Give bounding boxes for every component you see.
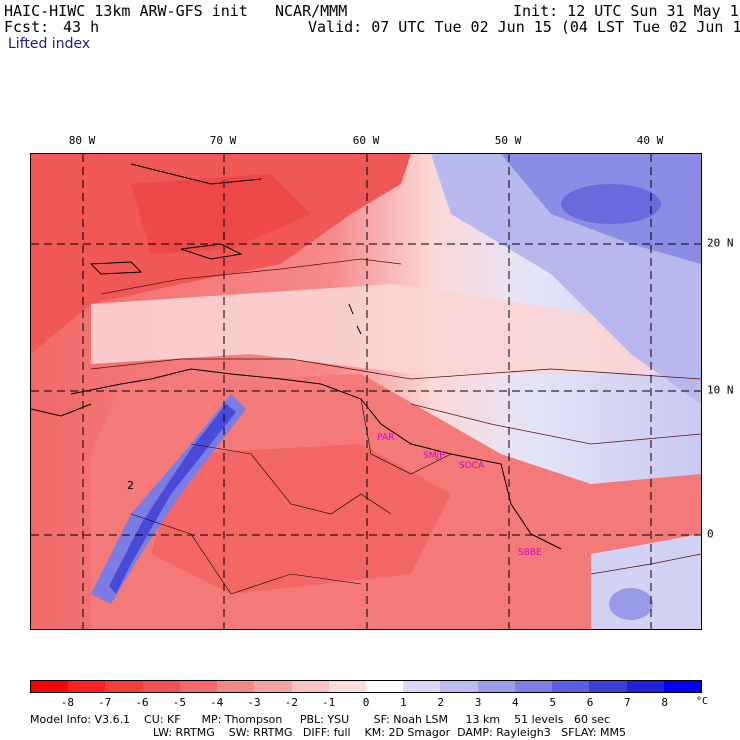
colorbar-swatch <box>142 681 180 692</box>
forecast-label: Fcst: <box>4 18 50 36</box>
valid-time: Valid: 07 UTC Tue 02 Jun 15 (04 LST Tue … <box>308 18 740 36</box>
colorbar-swatch <box>105 681 143 692</box>
colorbar-tick: -7 <box>98 696 112 709</box>
colorbar-swatch <box>589 681 627 692</box>
colorbar-swatch <box>663 681 701 692</box>
city-label: SMJP <box>423 451 445 461</box>
colorbar-tick: -6 <box>135 696 149 709</box>
city-label: SOCA <box>459 461 485 471</box>
boundaries <box>130 398 452 595</box>
colorbar-tick: -2 <box>284 696 298 709</box>
lon-label: 40 W <box>636 134 664 147</box>
colorbar-tick: -8 <box>60 696 74 709</box>
colorbar-tick: 5 <box>549 696 556 709</box>
stable-spot-southeast <box>609 588 653 620</box>
colorbar-tick: -4 <box>210 696 224 709</box>
lon-label: 60 W <box>352 134 380 147</box>
unstable-core-amazon <box>151 444 451 594</box>
colorbar-tick: 0 <box>362 696 370 709</box>
colorbar-swatch <box>31 681 69 692</box>
colorbar-swatch <box>440 681 478 692</box>
forecast-hours: 43 h <box>63 18 100 36</box>
lat-label: 20 N <box>707 236 734 250</box>
colorbar-tick: 2 <box>437 696 444 709</box>
model-info-line2: LW: RRTMG SW: RRTMG DIFF: full KM: 2D Sm… <box>153 726 626 739</box>
model-title: HAIC-HIWC 13km ARW-GFS init <box>4 2 248 20</box>
colorbar-swatch <box>68 681 106 692</box>
colorbar-swatch <box>552 681 590 692</box>
colorbar-swatch <box>365 681 404 692</box>
andes-stable-core <box>109 404 236 594</box>
colorbar-swatch <box>254 681 292 692</box>
colorbar-tick: -5 <box>172 696 186 709</box>
colorbar-swatch <box>217 681 255 692</box>
unstable-zone-north <box>31 154 411 354</box>
organization-label: NCAR/MMM <box>275 2 348 20</box>
colorbar-tick: 3 <box>474 696 482 709</box>
lat-label: 10 N <box>707 383 734 397</box>
colorbar-tick: 8 <box>661 696 668 709</box>
lon-label: 80 W <box>68 134 96 147</box>
colorbar-tick: 4 <box>512 696 519 709</box>
colorbar-swatch <box>477 681 515 692</box>
lon-label: 70 W <box>209 134 237 147</box>
stable-max-northeast <box>561 184 661 224</box>
lifted-index-map: 2 <box>30 153 702 630</box>
stable-band <box>91 284 701 374</box>
colorbar <box>30 680 702 693</box>
graticule <box>31 154 701 629</box>
model-info-line1: Model Info: V3.6.1 CU: KF MP: Thompson P… <box>30 713 610 726</box>
colorbar-unit: °C <box>695 696 709 707</box>
colorbar-swatch <box>328 681 366 692</box>
field-name: Lifted index <box>8 36 91 52</box>
map-canvas: 2 <box>30 154 702 629</box>
lon-label: 50 W <box>494 134 522 147</box>
colorbar-swatch <box>403 681 441 692</box>
colorbar-swatch <box>291 681 329 692</box>
colorbar-tick: 6 <box>586 696 594 709</box>
unstable-core-caribbean <box>131 174 311 254</box>
init-time: Init: 12 UTC Sun 31 May 15 <box>513 2 740 20</box>
colorbar-tick: 7 <box>624 696 631 709</box>
colorbar-swatch <box>626 681 664 692</box>
contour-label: 2 <box>127 479 134 492</box>
lat-label: 0 <box>707 527 714 541</box>
colorbar-tick: -3 <box>247 696 261 709</box>
colorbar-swatch <box>514 681 553 692</box>
colorbar-swatch <box>179 681 218 692</box>
colorbar-tick: 1 <box>400 696 407 709</box>
colorbar-tick: -1 <box>322 696 336 709</box>
city-label: SBBE <box>518 548 542 558</box>
city-label: PAR <box>377 433 395 443</box>
